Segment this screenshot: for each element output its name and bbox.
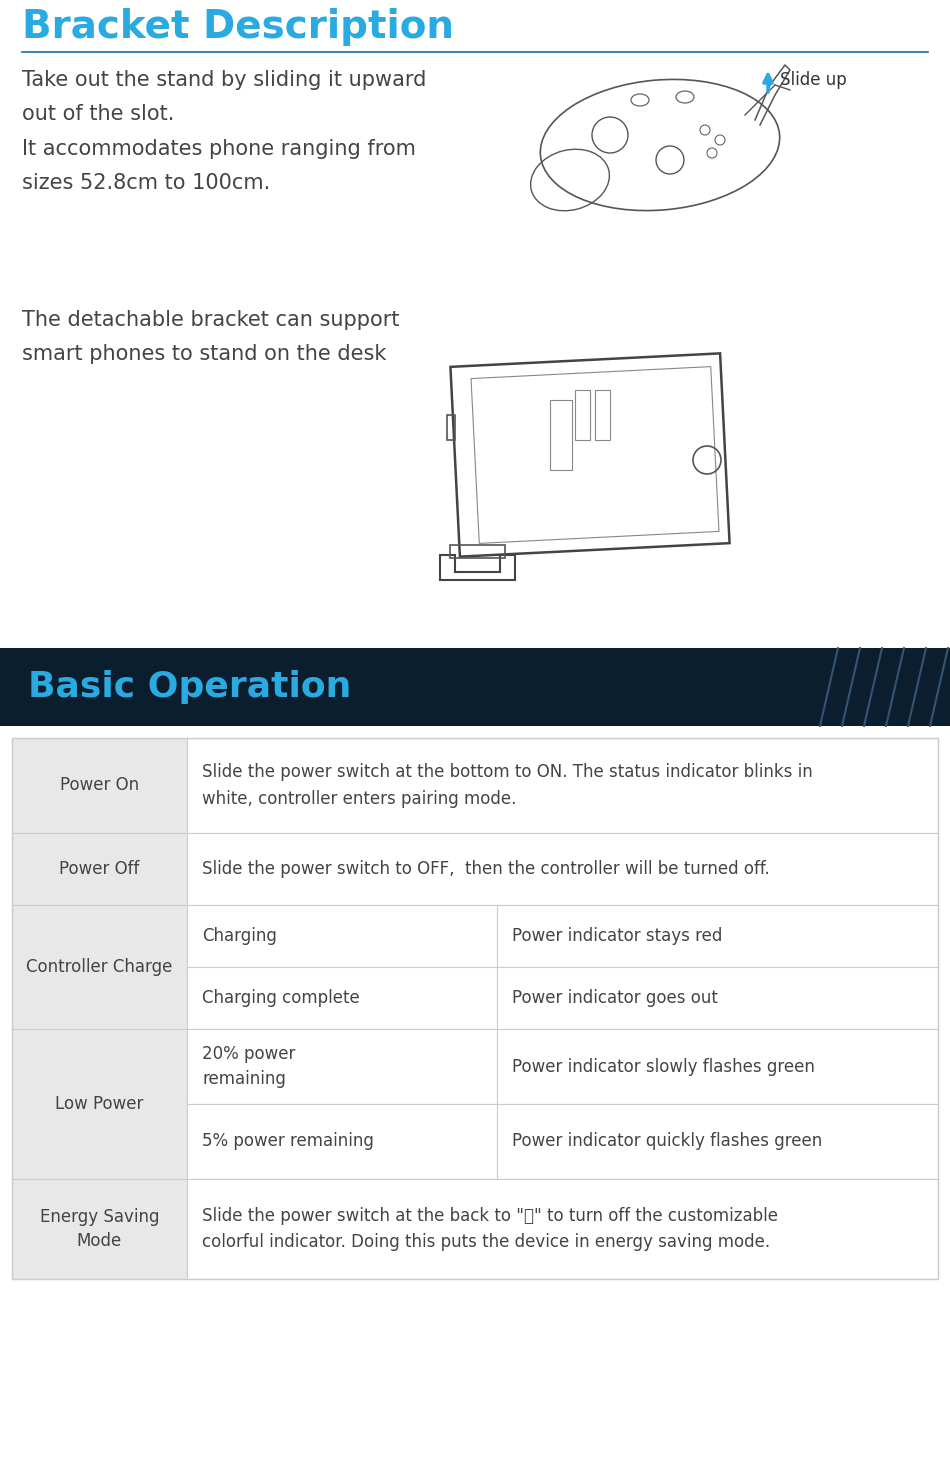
Text: Power On: Power On (60, 777, 139, 795)
Text: Slide the power switch at the bottom to ON. The status indicator blinks in
white: Slide the power switch at the bottom to … (202, 764, 813, 808)
Text: Charging complete: Charging complete (202, 989, 360, 1006)
Text: Power Off: Power Off (59, 860, 140, 878)
Bar (12, 739, 187, 833)
Text: Slide up: Slide up (780, 71, 846, 89)
Bar (12, 739, 938, 1279)
Text: The detachable bracket can support
smart phones to stand on the desk: The detachable bracket can support smart… (22, 309, 400, 364)
Text: Power indicator quickly flashes green: Power indicator quickly flashes green (512, 1132, 823, 1150)
Text: Bracket Description: Bracket Description (22, 7, 454, 46)
Text: Slide the power switch to OFF,  then the controller will be turned off.: Slide the power switch to OFF, then the … (202, 860, 770, 878)
Bar (12, 904, 187, 1029)
Bar (497, 904, 938, 966)
Bar (550, 400, 572, 471)
Bar (12, 1029, 187, 1180)
Text: 20% power
remaining: 20% power remaining (202, 1045, 295, 1088)
Bar (187, 833, 938, 904)
Text: Take out the stand by sliding it upward
out of the slot.
It accommodates phone r: Take out the stand by sliding it upward … (22, 70, 427, 194)
Text: Low Power: Low Power (55, 1095, 143, 1113)
Bar (187, 1029, 497, 1104)
Bar (187, 1104, 497, 1180)
Text: Charging: Charging (202, 926, 276, 946)
Bar (0, 648, 950, 727)
Bar (187, 1180, 938, 1279)
Bar (497, 1104, 938, 1180)
Text: Controller Charge: Controller Charge (27, 958, 173, 975)
Bar (595, 391, 610, 440)
Text: Power indicator stays red: Power indicator stays red (512, 926, 722, 946)
Bar (187, 966, 497, 1029)
Bar (12, 833, 187, 904)
Bar (187, 904, 497, 966)
Bar (575, 391, 590, 440)
Text: Power indicator slowly flashes green: Power indicator slowly flashes green (512, 1058, 815, 1076)
Text: Power indicator goes out: Power indicator goes out (512, 989, 718, 1006)
Text: Slide the power switch at the back to "ⓢ" to turn off the customizable
colorful : Slide the power switch at the back to "ⓢ… (202, 1206, 778, 1251)
Text: 5% power remaining: 5% power remaining (202, 1132, 374, 1150)
Text: Basic Operation: Basic Operation (28, 670, 352, 704)
Bar (447, 414, 455, 440)
Text: Energy Saving
Mode: Energy Saving Mode (40, 1208, 160, 1251)
Bar (497, 966, 938, 1029)
Bar (497, 1029, 938, 1104)
Bar (187, 739, 938, 833)
Bar (12, 1180, 187, 1279)
